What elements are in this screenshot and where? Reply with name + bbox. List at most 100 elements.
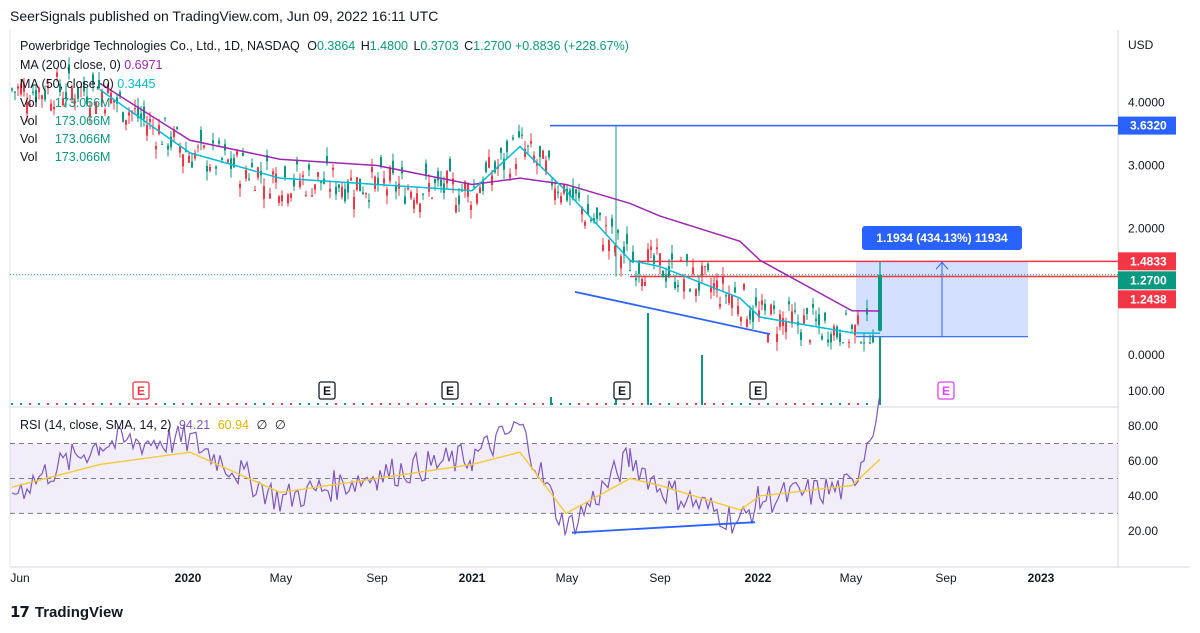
open-label: O (307, 39, 317, 53)
vol-legend-2[interactable]: Vol 173.066M (20, 114, 110, 128)
candle-body (26, 101, 28, 114)
candle-body (185, 150, 187, 152)
candle-body (62, 98, 64, 106)
candle-body (266, 154, 268, 162)
rsi-legend[interactable]: RSI (14, close, SMA, 14, 2) 94.21 60.94 … (20, 417, 286, 432)
measure-label: 1.1934 (434.13%) 11934 (876, 231, 1008, 245)
candle-body (182, 154, 184, 167)
close-value: 1.2700 (473, 39, 512, 53)
candle-body (815, 319, 817, 321)
candle-body (722, 275, 724, 284)
candle-body (464, 181, 466, 191)
price-tag-label: 1.2438 (1130, 292, 1167, 306)
candle-body (320, 181, 322, 183)
publisher-line: SeerSignals published on TradingView.com… (10, 8, 439, 24)
rsi-line[interactable] (11, 397, 881, 537)
candle-body (263, 186, 265, 199)
candle-body (314, 184, 316, 190)
candle-body (92, 74, 94, 84)
candle-body (632, 251, 634, 263)
open-value: 0.3864 (317, 39, 356, 53)
candle-body (782, 318, 784, 326)
ma200-line[interactable] (99, 82, 881, 312)
rsi-divergence-trendline[interactable] (571, 521, 756, 534)
ma50-value: 0.3445 (117, 77, 156, 91)
candle-body (812, 303, 814, 308)
ma50-line[interactable] (99, 89, 881, 334)
candle-body (710, 286, 712, 293)
candle-body (503, 158, 505, 170)
candle-body (221, 158, 223, 160)
change-value: +0.8836 (+228.67%) (514, 39, 629, 53)
candle-body (44, 89, 46, 100)
price-tag[interactable] (1118, 252, 1176, 271)
vol-legend-3[interactable]: Vol 173.066M (20, 132, 110, 146)
candle-body (857, 315, 859, 324)
tradingview-footer[interactable]: 17 TradingView (10, 603, 123, 621)
candle-body (521, 134, 523, 136)
candle-body (617, 230, 619, 233)
candle-body (698, 282, 700, 291)
candle-body (38, 87, 40, 93)
candle-body-last (878, 274, 882, 331)
candle-body (296, 160, 298, 165)
candle-body (827, 339, 829, 343)
candle-body (281, 195, 283, 202)
candle-body (566, 188, 568, 201)
earnings-marker-icon[interactable] (441, 381, 459, 400)
support-trendline[interactable] (574, 290, 771, 336)
candle-body (863, 342, 865, 344)
rsi-sma-line[interactable] (11, 451, 881, 515)
price-tag[interactable] (1118, 116, 1176, 135)
candle-body (413, 200, 415, 209)
vol-label: Vol (20, 150, 38, 164)
earnings-marker-icon[interactable] (613, 381, 631, 400)
vol-label: Vol (20, 96, 38, 110)
candle-body (545, 160, 547, 173)
candle-body (479, 187, 481, 194)
price-tick-label: 4.0000 (1128, 95, 1165, 109)
candle-body (326, 156, 328, 164)
candle-body (293, 178, 295, 187)
earnings-marker-icon[interactable] (318, 381, 336, 400)
vol-legend-1[interactable]: Vol 173.066M (20, 96, 110, 110)
candle-body (299, 180, 301, 188)
earnings-marker-icon[interactable] (132, 381, 150, 400)
candle-body (386, 189, 388, 196)
candle-body (845, 313, 847, 315)
candle-body (830, 334, 832, 343)
candle-body (512, 137, 514, 140)
candle-body (194, 152, 196, 159)
symbol-name: Powerbridge Technologies Co., Ltd., 1D, … (20, 39, 300, 53)
ma200-legend[interactable]: MA (200, close, 0) 0.6971 (20, 58, 162, 72)
candle-body (29, 104, 31, 106)
candle-body (794, 310, 796, 312)
candle-body (446, 170, 448, 184)
time-tick-label: May (270, 571, 293, 585)
ma50-legend[interactable]: MA (50, close, 0) 0.3445 (20, 77, 156, 91)
earnings-marker-icon[interactable] (937, 381, 955, 400)
earnings-marker-icon[interactable] (749, 381, 767, 400)
candle-body (362, 192, 364, 194)
candle-body (155, 146, 157, 150)
candle-body (746, 319, 748, 328)
high-value: 1.4800 (369, 39, 408, 53)
price-tag[interactable] (1118, 290, 1176, 309)
candle-body (653, 255, 655, 264)
candle-body (473, 186, 475, 188)
earnings-marker-label: E (754, 384, 762, 398)
rsi-tick-label: 20.00 (1128, 524, 1158, 538)
candle-body (41, 95, 43, 100)
price-tag[interactable] (1118, 271, 1176, 290)
candle-body (770, 304, 772, 314)
candle-body (284, 166, 286, 178)
candle-body (716, 280, 718, 291)
candle-body (491, 175, 493, 186)
candle-body (665, 274, 667, 282)
candle-body (650, 246, 652, 250)
candle-body (395, 186, 397, 192)
vol-legend-4[interactable]: Vol 173.066M (20, 150, 110, 164)
candle-body (536, 163, 538, 166)
candle-body (383, 178, 385, 184)
